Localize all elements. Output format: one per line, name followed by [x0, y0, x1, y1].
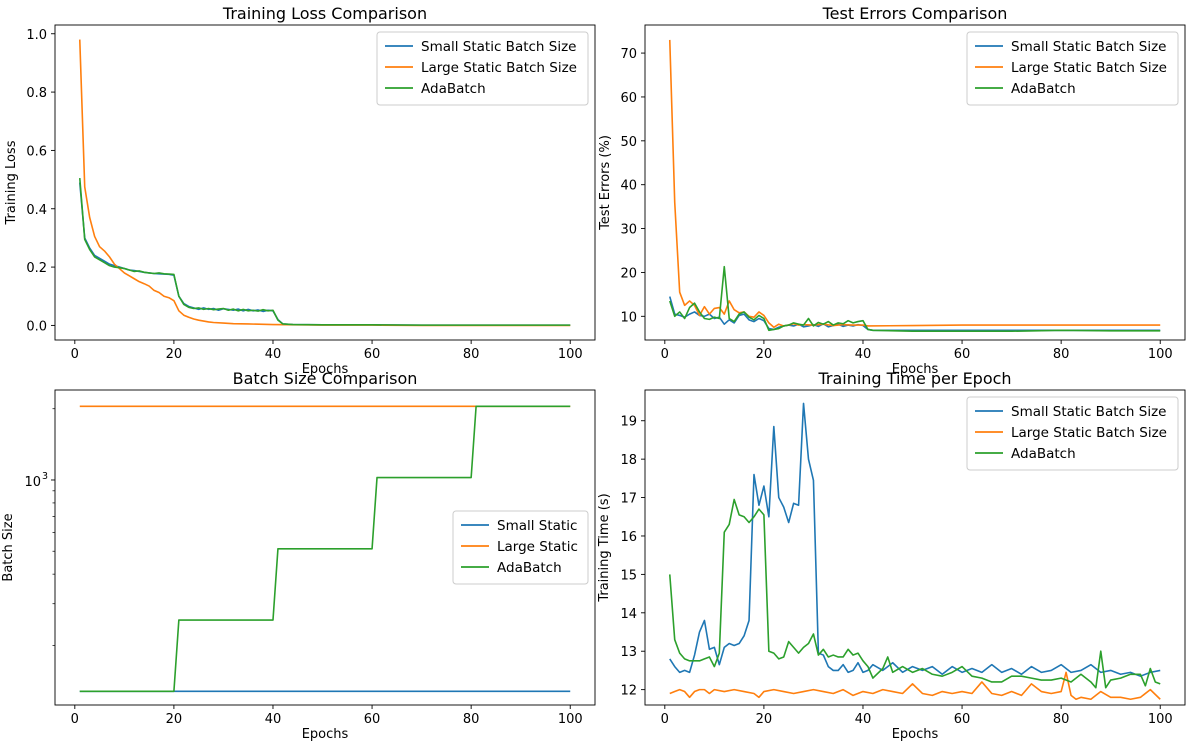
- chart-title: Training Time per Epoch: [817, 369, 1011, 388]
- plot-frame: [54, 24, 596, 341]
- series-line-adabatch: [79, 405, 571, 693]
- y-tick-label: 16: [620, 530, 637, 545]
- series-line-large-static-batch-size: [669, 671, 1161, 701]
- x-tick-label: 100: [1148, 347, 1173, 362]
- plot-frame: [54, 389, 596, 706]
- x-tick-label: 80: [1053, 347, 1070, 362]
- y-tick-label: 30: [620, 223, 637, 238]
- x-tick-label: 20: [166, 712, 183, 727]
- y-axis-label: Batch Size: [1, 513, 16, 581]
- y-axis-label: Training Loss: [4, 140, 19, 225]
- series-line-adabatch: [669, 265, 1161, 333]
- legend-entry-label: Small Static Batch Size: [1011, 404, 1167, 420]
- y-tick-label: 13: [620, 645, 637, 660]
- y-tick-label: 0.2: [26, 261, 47, 276]
- x-tick-label: 0: [71, 347, 79, 362]
- y-tick-label: 14: [620, 607, 637, 622]
- x-tick-label: 40: [855, 347, 872, 362]
- y-tick-label: 0.6: [26, 144, 47, 159]
- legend: Small Static Large Static AdaBatch: [452, 510, 589, 585]
- legend-entry-label: AdaBatch: [497, 560, 562, 576]
- plot-frame: [644, 24, 1186, 341]
- x-tick-label: 0: [661, 347, 669, 362]
- y-axis-label: Test Errors (%): [598, 135, 613, 231]
- x-tick-label: 0: [71, 712, 79, 727]
- legend-entry-label: Small Static Batch Size: [1011, 39, 1167, 55]
- legend-box: [452, 510, 589, 585]
- x-tick-label: 100: [558, 347, 583, 362]
- legend-entry-label: Large Static Batch Size: [421, 60, 577, 76]
- y-tick-label: 60: [620, 91, 637, 106]
- legend-box: [966, 31, 1179, 106]
- legend-entry-label: Large Static: [497, 539, 578, 555]
- legend: Small Static Batch Size Large Static Batc…: [966, 31, 1179, 106]
- y-tick-label: 0.8: [26, 86, 47, 101]
- chart-title: Test Errors Comparison: [822, 4, 1008, 23]
- legend-box: [966, 396, 1179, 471]
- y-tick-label: 70: [620, 47, 637, 62]
- x-tick-label: 20: [166, 347, 183, 362]
- y-tick-label: 1.0: [26, 28, 47, 43]
- x-tick-label: 60: [954, 712, 971, 727]
- legend-entry-label: AdaBatch: [1011, 446, 1076, 462]
- y-tick-label: 17: [620, 492, 637, 507]
- legend: Small Static Batch Size Large Static Batc…: [376, 31, 589, 106]
- y-tick-label: 18: [620, 453, 637, 468]
- x-tick-label: 100: [558, 712, 583, 727]
- legend-entry-label: Small Static Batch Size: [421, 39, 577, 55]
- x-tick-label: 60: [364, 712, 381, 727]
- chart-title: Training Loss Comparison: [222, 4, 427, 23]
- y-tick-label: 20: [620, 266, 637, 281]
- x-tick-label: 0: [661, 712, 669, 727]
- x-tick-label: 100: [1148, 712, 1173, 727]
- x-tick-label: 80: [463, 347, 480, 362]
- chart-loss: 0 20 40 60 80 100 0.0 0.2 0.4 0.6 0.8 1.0 Training L…: [4, 4, 596, 377]
- series-line-adabatch: [668, 498, 1161, 689]
- x-axis-label: Epochs: [892, 362, 939, 377]
- x-tick-label: 60: [364, 347, 381, 362]
- y-tick-label: 15: [620, 568, 637, 583]
- legend: Small Static Batch Size Large Static Batc…: [966, 396, 1179, 471]
- legend-entry-label: AdaBatch: [421, 81, 486, 97]
- series-line-large-static-batch-size: [668, 39, 1161, 329]
- x-tick-label: 40: [855, 712, 872, 727]
- x-tick-label: 40: [265, 347, 282, 362]
- chart-error: 0 20 40 60 80 100 10 20 30 40 50 60 70 Test Errors Co…: [598, 4, 1186, 377]
- legend-box: [376, 31, 589, 106]
- chart-batch: 0 20 40 60 80 100 10 3 Batch Size Comparison Epoc…: [1, 369, 596, 741]
- chart-title: Batch Size Comparison: [233, 369, 418, 388]
- legend-entry-label: Small Static: [497, 518, 577, 534]
- legend-entry-label: Large Static Batch Size: [1011, 425, 1167, 441]
- y-tick-label: 10: [620, 310, 637, 325]
- series-line-small-static-batch-size: [669, 402, 1161, 677]
- legend-entry-label: Large Static Batch Size: [1011, 60, 1167, 76]
- y-tick-label: 40: [620, 179, 637, 194]
- y-axis-label: Training Time (s): [597, 493, 612, 602]
- x-tick-label: 20: [756, 712, 773, 727]
- series-line-adabatch: [78, 178, 571, 326]
- x-tick-label: 20: [756, 347, 773, 362]
- y-tick-label: 12: [620, 684, 637, 699]
- y-tick-label: 50: [620, 135, 637, 150]
- x-tick-label: 40: [265, 712, 282, 727]
- y-tick-label: 0.0: [26, 319, 47, 334]
- x-axis-label: Epochs: [302, 362, 349, 377]
- x-tick-label: 80: [463, 712, 480, 727]
- y-tick-label: 10: [24, 475, 41, 490]
- x-axis-label: Epochs: [302, 727, 349, 741]
- legend-entry-label: AdaBatch: [1011, 81, 1076, 97]
- x-tick-label: 60: [954, 347, 971, 362]
- series-line-small-static-batch-size: [78, 182, 571, 326]
- chart-time: 0 20 40 60 80 100 12 13 14 15 16 17 18 19 Training Tim…: [597, 369, 1186, 741]
- y-tick-exponent: 3: [42, 471, 48, 482]
- x-axis-label: Epochs: [892, 727, 939, 741]
- y-tick-label: 0.4: [26, 203, 47, 218]
- x-tick-label: 80: [1053, 712, 1070, 727]
- plot-frame: [644, 389, 1186, 706]
- y-tick-label: 19: [620, 415, 637, 430]
